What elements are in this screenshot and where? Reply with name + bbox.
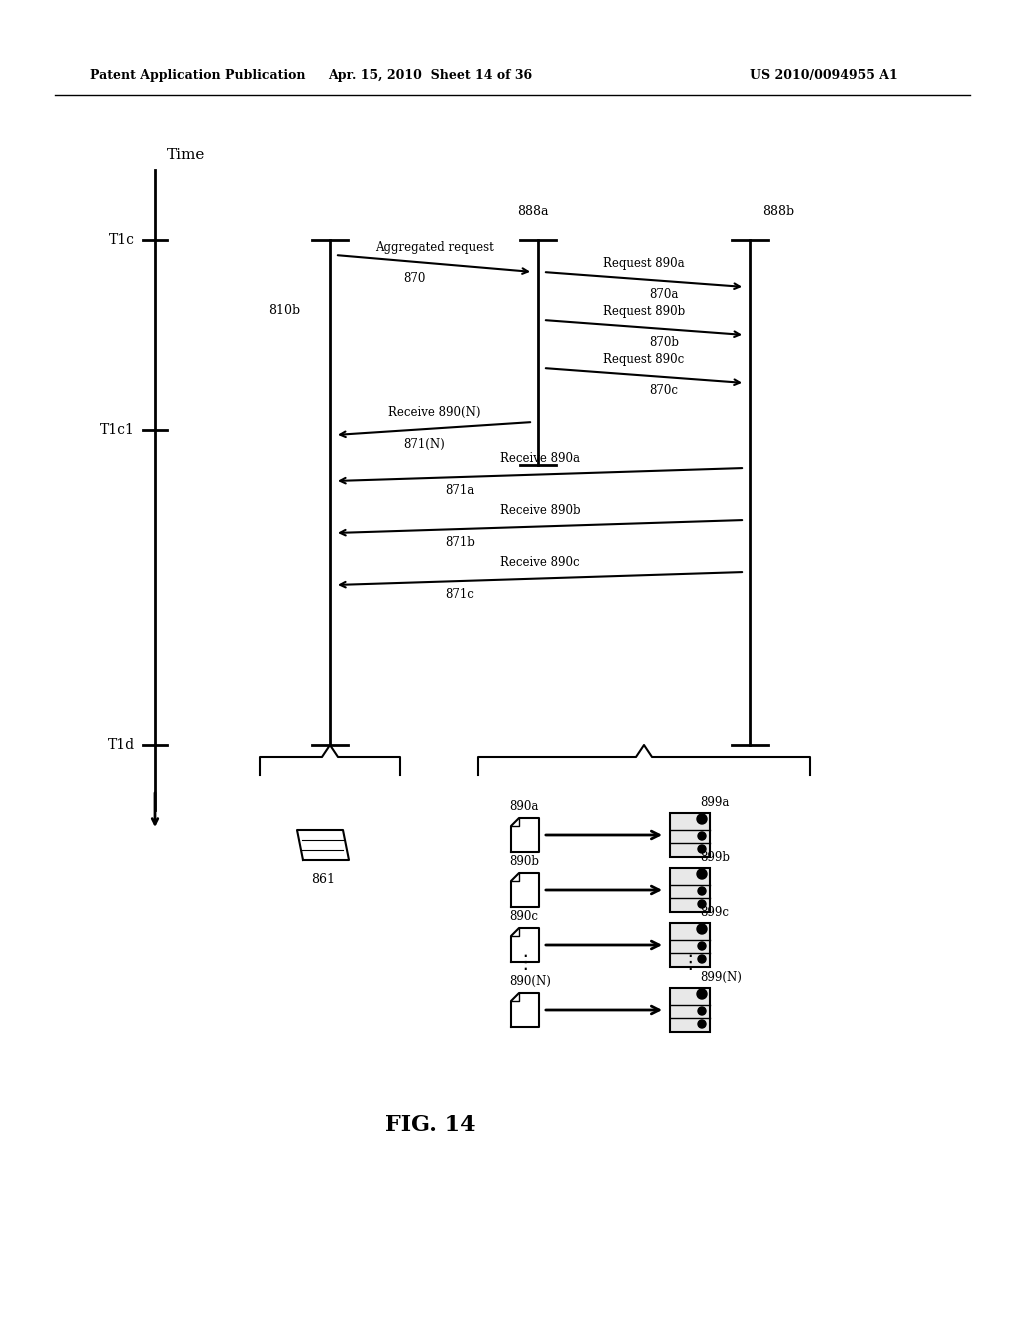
Text: 899(N): 899(N) (700, 972, 741, 983)
Text: 870c: 870c (649, 384, 679, 397)
Text: T1d: T1d (108, 738, 135, 752)
Text: ⋮: ⋮ (515, 953, 535, 972)
Text: 890(N): 890(N) (509, 975, 551, 987)
Text: 871b: 871b (445, 536, 475, 549)
Text: T1c1: T1c1 (100, 422, 135, 437)
Text: US 2010/0094955 A1: US 2010/0094955 A1 (750, 69, 898, 82)
Circle shape (698, 887, 706, 895)
Text: Receive 890c: Receive 890c (500, 556, 580, 569)
Text: Apr. 15, 2010  Sheet 14 of 36: Apr. 15, 2010 Sheet 14 of 36 (328, 69, 532, 82)
FancyBboxPatch shape (670, 923, 710, 968)
Text: 870b: 870b (649, 337, 679, 350)
Text: FIG. 14: FIG. 14 (385, 1114, 475, 1137)
Text: 861: 861 (311, 873, 335, 886)
Text: 899b: 899b (700, 851, 730, 865)
Text: Request 890b: Request 890b (603, 305, 685, 318)
Text: Request 890c: Request 890c (603, 352, 685, 366)
Text: 899c: 899c (700, 906, 729, 919)
Circle shape (698, 900, 706, 908)
FancyBboxPatch shape (670, 987, 710, 1032)
Text: Receive 890(N): Receive 890(N) (388, 405, 480, 418)
Text: Time: Time (167, 148, 206, 162)
Circle shape (697, 814, 707, 824)
Text: 890c: 890c (509, 909, 538, 923)
FancyBboxPatch shape (670, 869, 710, 912)
Text: Receive 890a: Receive 890a (500, 451, 580, 465)
Text: 871(N): 871(N) (403, 437, 444, 450)
FancyBboxPatch shape (670, 813, 710, 857)
Text: 871c: 871c (445, 587, 474, 601)
Text: ⋮: ⋮ (680, 953, 699, 972)
Circle shape (698, 1007, 706, 1015)
Text: Request 890a: Request 890a (603, 256, 685, 269)
Text: 810b: 810b (268, 304, 300, 317)
Text: Patent Application Publication: Patent Application Publication (90, 69, 305, 82)
Text: 890b: 890b (509, 855, 539, 869)
Text: T1c: T1c (109, 234, 135, 247)
Circle shape (698, 845, 706, 853)
Circle shape (697, 869, 707, 879)
Circle shape (698, 954, 706, 964)
Text: 888b: 888b (762, 205, 795, 218)
Circle shape (698, 1020, 706, 1028)
Text: 888a: 888a (517, 205, 549, 218)
Text: 899a: 899a (700, 796, 729, 809)
Text: 870: 870 (402, 272, 425, 285)
Text: 890a: 890a (509, 800, 539, 813)
Text: 870a: 870a (649, 289, 679, 301)
Circle shape (697, 989, 707, 999)
Circle shape (697, 924, 707, 935)
Text: Aggregated request: Aggregated request (375, 240, 494, 253)
Circle shape (698, 942, 706, 950)
Circle shape (698, 832, 706, 840)
Text: 871a: 871a (445, 483, 475, 496)
Text: Receive 890b: Receive 890b (500, 503, 581, 516)
